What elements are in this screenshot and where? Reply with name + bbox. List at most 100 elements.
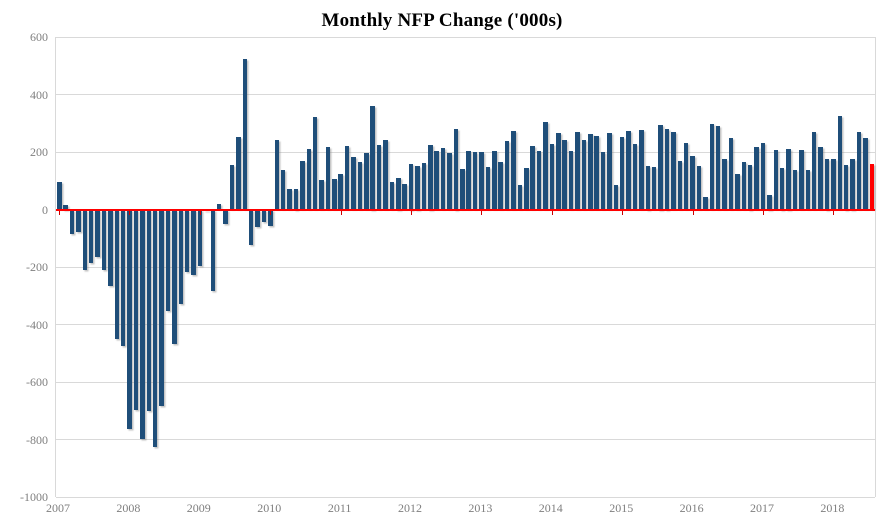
bar-month-15: [152, 209, 158, 447]
bar-month-66: [479, 151, 484, 210]
y-axis-label--600: -600: [26, 375, 48, 389]
bar-month-51: [383, 139, 388, 210]
bar-month-22: [197, 209, 203, 267]
bar-month-60: [440, 147, 446, 210]
bar-month-10: [120, 209, 126, 346]
bar-month-24: [210, 209, 216, 291]
bar-month-12: [133, 209, 139, 410]
bar-month-92: [645, 166, 651, 210]
bar-month-67: [485, 166, 491, 210]
bar-month-50: [376, 144, 382, 210]
bar-month-123: [843, 164, 849, 210]
bar-month-38: [300, 161, 305, 210]
bar-month-43: [332, 179, 337, 210]
bar-month-59: [434, 151, 439, 210]
bar-month-98: [683, 142, 689, 210]
x-axis-label-2017: 2017: [750, 501, 774, 515]
bar-month-119: [818, 147, 823, 210]
bar-month-44: [338, 174, 343, 210]
bar-month-8: [108, 209, 113, 286]
bar-month-62: [453, 129, 459, 210]
bar-month-103: [715, 125, 721, 210]
bar-month-79: [562, 139, 567, 210]
bar-month-70: [504, 141, 510, 210]
chart-title: Monthly NFP Change ('000s): [321, 10, 563, 31]
bar-month-100: [696, 165, 702, 210]
bar-month-120: [824, 159, 830, 210]
bar-month-21: [191, 209, 196, 275]
bar-month-96: [671, 131, 676, 210]
bar-month-90: [632, 143, 638, 210]
bar-month-45: [344, 145, 350, 210]
bar-month-125: [856, 132, 862, 210]
gridline-y-400: [56, 94, 875, 95]
axis-tick-2015: [622, 210, 624, 215]
x-axis-label-2009: 2009: [186, 501, 211, 515]
bar-month-41: [319, 180, 324, 210]
bar-month-83: [588, 134, 593, 210]
bar-month-19: [178, 209, 184, 304]
gridline-y-200: [56, 151, 875, 153]
bar-month-93: [651, 166, 657, 210]
bar-month-30: [248, 209, 254, 245]
bar-month-99: [690, 156, 695, 210]
bar-month-101: [703, 197, 708, 210]
bar-month-9: [114, 209, 120, 340]
bar-month-86: [607, 133, 612, 210]
axis-tick-2007: [59, 210, 60, 215]
x-axis-label-2015: 2015: [609, 501, 634, 515]
gridline-y-600: [56, 36, 875, 38]
axis-tick-2008: [129, 210, 131, 215]
bar-month-117: [805, 170, 811, 210]
bar-month-27: [229, 164, 235, 210]
axis-tick-2017: [763, 210, 764, 215]
bar-month-49: [370, 106, 375, 210]
axis-tick-2014: [551, 210, 553, 215]
bar-month-69: [498, 162, 503, 210]
bar-month-121: [831, 158, 836, 210]
bar-month-95: [664, 129, 670, 210]
bar-month-82: [581, 139, 587, 210]
axis-tick-2016: [692, 210, 694, 215]
bar-month-85: [600, 151, 606, 210]
axis-tick-2012: [411, 210, 412, 215]
bar-month-73: [524, 168, 529, 210]
bar-month-110: [760, 142, 766, 210]
bar-month-112: [773, 149, 779, 210]
bar-month-94: [658, 124, 663, 210]
bar-month-4: [82, 209, 88, 270]
bar-month-72: [517, 185, 523, 210]
bar-month-106: [735, 173, 740, 210]
gridline-y--400: [56, 324, 875, 325]
bar-month-2: [69, 209, 75, 235]
zero-axis-line: [56, 208, 875, 211]
bar-month-13: [140, 209, 145, 439]
bar-month-48: [364, 153, 369, 210]
x-axis-label-2011: 2011: [327, 501, 352, 515]
bar-month-32: [261, 209, 267, 222]
bar-month-57: [421, 163, 427, 210]
bar-month-20: [184, 209, 190, 272]
bar-month-40: [312, 116, 318, 210]
bar-month-46: [351, 156, 356, 210]
bar-month-37: [293, 189, 299, 210]
y-axis-label--400: -400: [26, 317, 48, 332]
axis-tick-2011: [340, 210, 342, 215]
bar-month-26: [223, 209, 228, 224]
x-axis-label-2008: 2008: [116, 501, 141, 515]
y-axis-label--800: -800: [26, 432, 48, 447]
plot-area: [55, 36, 876, 498]
bar-month-36: [287, 189, 292, 210]
bar-month-64: [466, 151, 471, 210]
bar-month-34: [274, 140, 280, 210]
bar-month-89: [626, 131, 631, 210]
bar-month-102: [709, 124, 715, 210]
gridline-y--600: [56, 381, 875, 383]
bar-month-111: [767, 195, 772, 210]
highlighted-latest-bar: [869, 164, 874, 210]
bar-month-63: [460, 168, 465, 210]
bar-month-97: [677, 161, 683, 210]
bar-month-35: [280, 170, 286, 210]
x-axis-label-2014: 2014: [538, 501, 563, 515]
y-axis-label-0: 0: [42, 202, 48, 217]
